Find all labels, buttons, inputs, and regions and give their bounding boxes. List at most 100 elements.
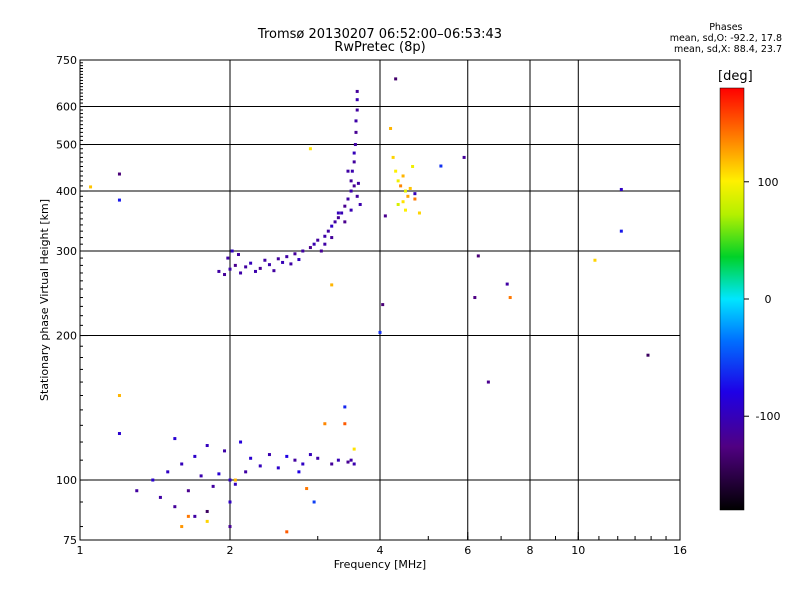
data-point [244,470,248,474]
data-point [396,179,400,183]
data-point [297,470,301,474]
data-point [358,202,362,206]
data-point [258,464,262,468]
data-point [211,484,215,488]
data-point [349,208,353,212]
data-point [305,487,309,491]
data-point [403,208,407,212]
data-point [394,169,398,173]
data-point [505,282,509,286]
data-point [316,456,320,460]
data-point [158,495,162,499]
data-point [355,108,359,112]
data-point [253,269,257,273]
data-point [346,169,350,173]
data-point [173,505,177,509]
data-point [508,296,512,300]
data-point [186,514,190,518]
data-point [349,179,353,183]
y-axis-label: Stationary phase Virtual Height [km] [38,198,51,402]
data-point [389,126,393,130]
x-axis-label: Frequency [MHz] [333,558,427,571]
data-point [301,249,305,253]
phase-stats: Phases mean, sd,O: -92.2, 17.8 mean, sd,… [670,22,782,55]
data-point [439,164,443,168]
data-point [89,185,93,189]
data-point [267,263,271,267]
data-point [350,169,354,173]
y-tick-label: 300 [56,245,77,258]
data-point [312,242,316,246]
data-point [151,478,155,482]
data-point [462,155,466,159]
data-point [355,98,359,102]
data-point [239,271,243,275]
data-point [355,89,359,93]
data-point [356,181,360,185]
data-point [349,458,353,462]
data-point [308,246,312,250]
data-point [323,422,327,426]
data-point [228,500,232,504]
x-tick-label: 6 [464,544,471,557]
data-point [135,489,139,493]
data-point [396,202,400,206]
data-point [349,189,353,193]
data-point [308,147,312,151]
data-point [408,186,412,190]
data-point [308,453,312,457]
x-tick-label: 1 [77,544,84,557]
phase-stats-heading: Phases [709,22,743,33]
data-point [199,474,203,478]
data-point [228,267,232,271]
chart-subtitle: RwPretec (8p) [334,40,426,55]
data-point [226,256,230,260]
data-point [403,189,407,193]
data-point [343,220,347,224]
data-point [330,224,334,228]
data-point [117,432,121,436]
data-point [343,204,347,208]
data-point [285,255,289,259]
chart-title: Tromsø 20130207 06:52:00–06:53:43 [257,27,503,42]
data-point [413,197,417,201]
data-point [239,440,243,444]
data-point [473,296,477,300]
data-point [193,514,197,518]
phase-stats-o: mean, sd,O: -92.2, 17.8 [669,33,782,44]
data-point [285,454,289,458]
data-point [336,458,340,462]
colorbar-tick-label: -100 [756,410,781,423]
colorbar-tick-label: 100 [758,176,779,189]
colorbar-title: [deg] [718,69,753,84]
data-point [417,211,421,215]
data-point [258,266,262,270]
data-point [267,453,271,457]
data-point [330,283,334,287]
data-point [263,258,267,262]
data-point [223,273,227,277]
data-point [180,525,184,529]
x-tick-label: 2 [227,544,234,557]
data-point [293,458,297,462]
data-point [228,478,232,482]
data-point [401,200,405,204]
data-point [301,462,305,466]
data-point [117,172,121,176]
data-point [193,454,197,458]
data-point [323,234,327,238]
data-point [352,184,356,188]
data-point [399,184,403,188]
data-point [346,460,350,464]
data-point [233,482,237,486]
data-point [293,252,297,256]
data-point [323,242,327,246]
data-point [236,253,240,257]
y-tick-label: 100 [56,474,77,487]
data-point [233,263,237,267]
y-tick-label: 400 [56,185,77,198]
data-point [619,229,623,233]
x-tick-label: 16 [673,544,687,557]
data-point [355,194,359,198]
